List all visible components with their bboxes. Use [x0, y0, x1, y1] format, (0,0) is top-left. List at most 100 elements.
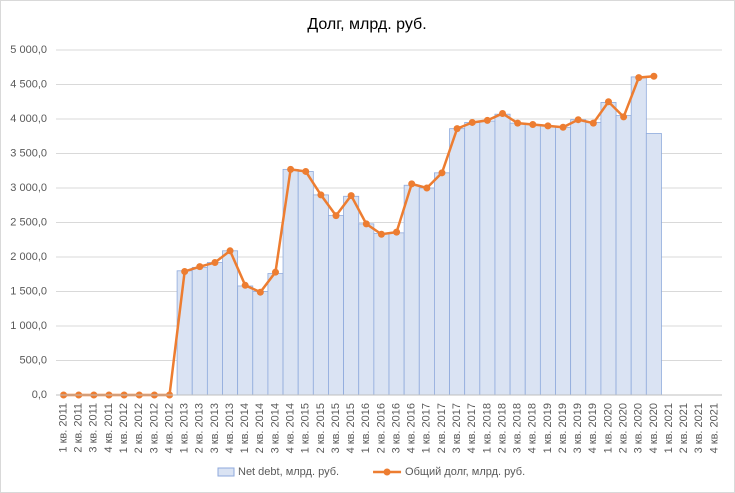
line-marker	[332, 212, 340, 220]
x-tick-label: 3 кв. 2016	[390, 403, 402, 453]
x-tick-label: 4 кв. 2011	[103, 403, 115, 453]
bar	[191, 266, 208, 396]
bar	[585, 122, 602, 396]
bar	[555, 126, 572, 396]
line-marker	[438, 169, 446, 177]
y-tick-label: 3 500,0	[10, 147, 47, 159]
bar	[176, 270, 193, 396]
bar	[509, 122, 526, 396]
bar	[630, 76, 647, 396]
bar	[403, 184, 420, 396]
bar	[252, 291, 269, 396]
line-marker	[347, 192, 355, 200]
bar	[222, 250, 239, 396]
bar	[373, 233, 390, 396]
line-marker	[226, 247, 234, 255]
x-tick-label: 4 кв. 2013	[224, 403, 236, 453]
x-tick-label: 1 кв. 2016	[360, 403, 372, 453]
x-tick-label: 2 кв. 2016	[375, 403, 387, 453]
chart-title: Долг, млрд. руб.	[307, 16, 426, 33]
x-tick-label: 2 кв. 2019	[557, 403, 569, 453]
line-marker	[393, 228, 401, 236]
bar	[343, 195, 360, 396]
bar	[479, 120, 496, 396]
line-marker	[211, 259, 219, 267]
x-tick-label: 4 кв. 2015	[345, 403, 357, 453]
x-tick-label: 1 кв. 2011	[57, 403, 69, 453]
bar	[418, 187, 435, 396]
bar	[539, 125, 556, 396]
line-marker	[317, 191, 325, 199]
x-tick-label: 4 кв. 2018	[527, 403, 539, 453]
bar	[434, 172, 450, 396]
line-marker	[468, 118, 476, 126]
bar	[312, 194, 329, 396]
y-tick-label: 5 000,0	[10, 44, 47, 56]
y-tick-label: 1 000,0	[10, 320, 47, 332]
x-tick-label: 4 кв. 2021	[708, 403, 720, 453]
line-marker	[499, 109, 507, 117]
bar	[494, 113, 511, 396]
line-marker	[362, 220, 370, 228]
x-tick-label: 2 кв. 2011	[73, 403, 85, 453]
line-marker	[559, 123, 567, 131]
legend-label: Общий долг, млрд. руб.	[405, 466, 525, 478]
x-tick-label: 1 кв. 2015	[300, 403, 312, 453]
y-tick-label: 1 500,0	[10, 285, 47, 297]
bar	[206, 262, 223, 396]
line-marker	[589, 119, 597, 127]
bar	[237, 285, 254, 396]
x-tick-label: 3 кв. 2011	[88, 403, 100, 453]
x-tick-label: 1 кв. 2013	[179, 403, 191, 453]
line-marker	[650, 72, 658, 80]
y-tick-label: 500,0	[19, 354, 47, 366]
line-marker	[377, 230, 385, 238]
y-tick-label: 4 000,0	[10, 113, 47, 125]
y-tick-label: 2 000,0	[10, 251, 47, 263]
bar	[388, 232, 405, 396]
x-tick-label: 3 кв. 2012	[148, 403, 160, 453]
line-marker	[620, 113, 628, 121]
line-marker	[408, 180, 416, 188]
line-marker	[271, 268, 279, 276]
line-marker	[181, 267, 189, 275]
x-tick-label: 1 кв. 2012	[118, 403, 130, 453]
line-marker	[287, 165, 295, 173]
y-tick-label: 2 500,0	[10, 216, 47, 228]
line-marker	[514, 119, 522, 127]
x-tick-label: 1 кв. 2017	[421, 403, 433, 453]
line-marker	[453, 125, 461, 133]
x-tick-label: 2 кв. 2018	[496, 403, 508, 453]
x-tick-label: 1 кв. 2019	[542, 403, 554, 453]
x-tick-label: 4 кв. 2014	[285, 403, 297, 453]
x-tick-label: 2 кв. 2017	[436, 403, 448, 453]
x-tick-label: 1 кв. 2018	[481, 403, 493, 453]
legend-swatch	[217, 467, 235, 477]
line-marker	[256, 288, 264, 296]
line-marker	[483, 116, 491, 124]
bar	[645, 133, 662, 396]
x-tick-label: 1 кв. 2020	[602, 403, 614, 453]
x-tick-label: 3 кв. 2020	[633, 403, 645, 453]
x-tick-label: 3 кв. 2017	[451, 403, 463, 453]
x-tick-label: 3 кв. 2021	[693, 403, 705, 453]
bar	[358, 223, 375, 396]
line-marker	[196, 263, 204, 271]
x-tick-label: 1 кв. 2021	[663, 403, 675, 453]
x-tick-label: 3 кв. 2013	[209, 403, 221, 453]
x-tick-label: 2 кв. 2014	[254, 403, 266, 453]
line-marker	[635, 74, 643, 82]
x-tick-label: 4 кв. 2017	[466, 403, 478, 453]
y-tick-label: 0,0	[32, 389, 47, 401]
line-marker	[544, 122, 552, 130]
line-marker	[423, 184, 431, 192]
bar	[297, 171, 314, 396]
x-tick-label: 2 кв. 2013	[194, 403, 206, 453]
x-tick-label: 4 кв. 2012	[163, 403, 175, 453]
x-tick-label: 2 кв. 2015	[315, 403, 327, 453]
y-tick-label: 3 000,0	[10, 182, 47, 194]
legend-marker	[383, 468, 391, 476]
x-tick-label: 1 кв. 2014	[239, 403, 251, 453]
x-tick-label: 3 кв. 2018	[512, 403, 524, 453]
